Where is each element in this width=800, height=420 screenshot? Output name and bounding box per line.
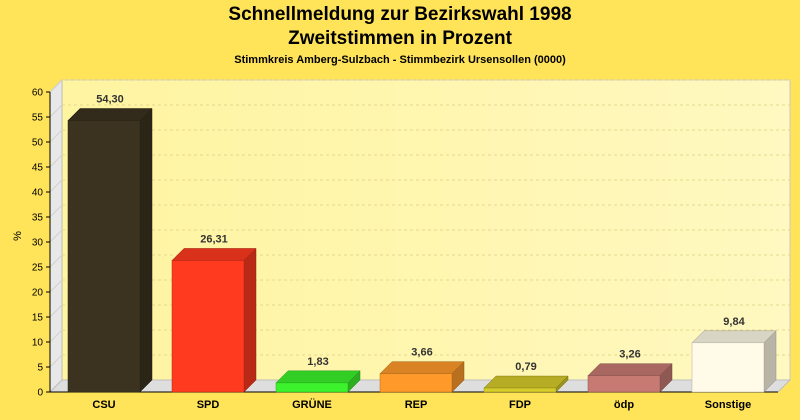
data-label: 9,84	[723, 316, 745, 328]
bar-rep	[379, 373, 453, 393]
grid-line-side	[49, 104, 63, 118]
x-tick-label: FDP	[509, 399, 531, 411]
x-tick-label: GRÜNE	[292, 398, 332, 411]
data-label: 3,66	[411, 347, 432, 359]
grid-line-side	[49, 129, 63, 143]
bar-spd	[171, 260, 245, 393]
chart-subtitle-district: Stimmkreis Amberg-Sulzbach - Stimmbezirk…	[234, 54, 566, 66]
y-tick-label: 45	[32, 163, 44, 174]
grid-line-side	[49, 154, 63, 168]
bar-top	[587, 363, 673, 376]
bar-side	[243, 247, 257, 393]
bar-grüne	[275, 382, 349, 393]
y-tick-label: 40	[32, 188, 44, 199]
grid-line-side	[49, 304, 63, 318]
grid-line-side	[49, 279, 63, 293]
x-tick-label: Sonstige	[705, 399, 751, 411]
data-label: 26,31	[200, 233, 228, 245]
grid-line-side	[49, 179, 63, 193]
data-label: 0,79	[515, 361, 536, 373]
y-tick-label: 30	[32, 238, 44, 249]
grid-line-side	[49, 329, 63, 343]
y-tick-label: 50	[32, 138, 44, 149]
bar-side	[139, 107, 153, 393]
y-tick-label: 60	[32, 88, 44, 99]
y-tick-label: 5	[37, 363, 43, 374]
x-tick-label: CSU	[92, 399, 115, 411]
data-label: 1,83	[307, 356, 328, 368]
bar-top	[691, 330, 777, 344]
grid-line-side	[49, 354, 63, 368]
bar-csu	[67, 120, 141, 393]
y-tick-label: 15	[32, 313, 44, 324]
chart-title: Schnellmeldung zur Bezirkswahl 1998	[228, 4, 572, 25]
bar-top	[275, 370, 361, 384]
bar-sonstige	[691, 342, 765, 393]
bar-ödp	[587, 375, 661, 393]
bar-fdp	[483, 387, 557, 393]
y-tick-label: 25	[32, 263, 44, 274]
bar-top	[379, 361, 465, 374]
grid-line-side	[49, 254, 63, 268]
y-axis-label: %	[12, 231, 24, 241]
bar-top	[67, 108, 153, 121]
y-tick-label: 0	[37, 388, 43, 399]
x-tick-label: REP	[405, 399, 428, 411]
y-tick-label: 55	[32, 113, 44, 124]
chart-subtitle: Zweitstimmen in Prozent	[288, 28, 512, 49]
x-tick-label: ödp	[614, 399, 634, 411]
grid-line-side	[49, 204, 63, 218]
bar-top	[483, 375, 569, 389]
y-tick-label: 20	[32, 288, 44, 299]
y-tick-label: 35	[32, 213, 44, 224]
data-label: 54,30	[96, 94, 124, 106]
x-tick-label: SPD	[197, 399, 220, 411]
bar-top	[171, 248, 257, 261]
data-label: 3,26	[619, 349, 640, 361]
grid-line-side	[49, 79, 63, 93]
y-tick-label: 10	[32, 338, 44, 349]
grid-line-side	[49, 229, 63, 243]
